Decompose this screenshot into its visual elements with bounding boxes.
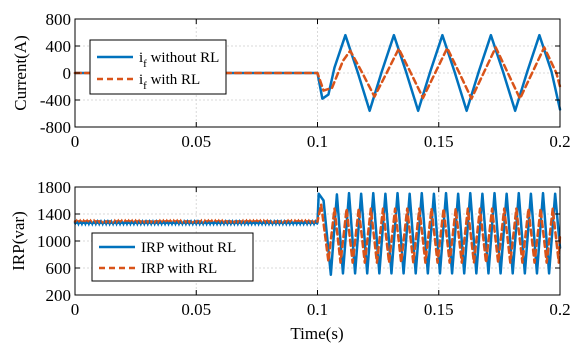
- irp-plot: 0 0.05 0.1 0.15 0.2 200 600 1000 1400 1800 IRP(va…: [9, 178, 571, 343]
- irp-x-tick-label: 0.2: [549, 300, 570, 319]
- irp-x-tick-label: 0: [71, 300, 80, 319]
- current-series: [73, 33, 562, 113]
- current-legend-label-without: if without RL: [139, 50, 219, 70]
- current-x-tick-label: 0.15: [424, 132, 454, 151]
- current-x-tick-label: 0.05: [181, 132, 211, 151]
- current-x-tick-label: 0.2: [549, 132, 570, 151]
- current-plot: 0 0.05 0.1 0.15 0.2 -800 -400 0 400 800 Current(A…: [11, 10, 571, 151]
- irp-series-with-rl: [73, 203, 562, 264]
- current-y-tick-label: 800: [46, 10, 72, 29]
- current-y-tick-label: -400: [40, 91, 71, 110]
- irp-x-tick-label: 0.15: [424, 300, 454, 319]
- irp-series-without-rl: [73, 191, 562, 276]
- irp-y-axis-label: IRP(var): [9, 211, 28, 270]
- irp-series-with-rl-ripple: [74, 218, 319, 225]
- current-y-tick-label: -800: [40, 118, 71, 137]
- current-legend-label-with: if with RL: [139, 72, 200, 92]
- irp-y-tick-label: 1800: [37, 178, 71, 197]
- irp-series: [73, 191, 562, 276]
- current-series-with-rl: [73, 46, 562, 100]
- irp-legend: IRP without RL IRP with RL: [91, 232, 254, 282]
- irp-y-tick-label: 1000: [37, 232, 71, 251]
- irp-y-tick-label: 600: [46, 259, 72, 278]
- current-y-tick-label: 400: [46, 37, 72, 56]
- current-series-without-rl: [73, 33, 562, 113]
- current-y-tick-label: 0: [63, 64, 72, 83]
- current-y-axis-label: Current(A): [11, 35, 30, 111]
- irp-x-axis-label: Time(s): [290, 324, 343, 343]
- irp-y-tick-label: 200: [46, 286, 72, 305]
- current-legend: if without RL if with RL: [89, 39, 227, 95]
- current-x-tick-label: 0: [71, 132, 80, 151]
- irp-legend-label-with: IRP with RL: [141, 261, 217, 277]
- irp-ticks: 0 0.05 0.1 0.15 0.2 200 600 1000 1400 1800: [37, 178, 571, 319]
- current-x-tick-label: 0.1: [307, 132, 328, 151]
- current-legend-box: [89, 39, 227, 95]
- irp-y-tick-label: 1400: [37, 205, 71, 224]
- irp-x-tick-label: 0.05: [181, 300, 211, 319]
- current-ticks: 0 0.05 0.1 0.15 0.2 -800 -400 0 400 800: [40, 10, 571, 151]
- irp-legend-box: [91, 232, 254, 282]
- irp-legend-label-without: IRP without RL: [141, 240, 236, 256]
- irp-x-tick-label: 0.1: [307, 300, 328, 319]
